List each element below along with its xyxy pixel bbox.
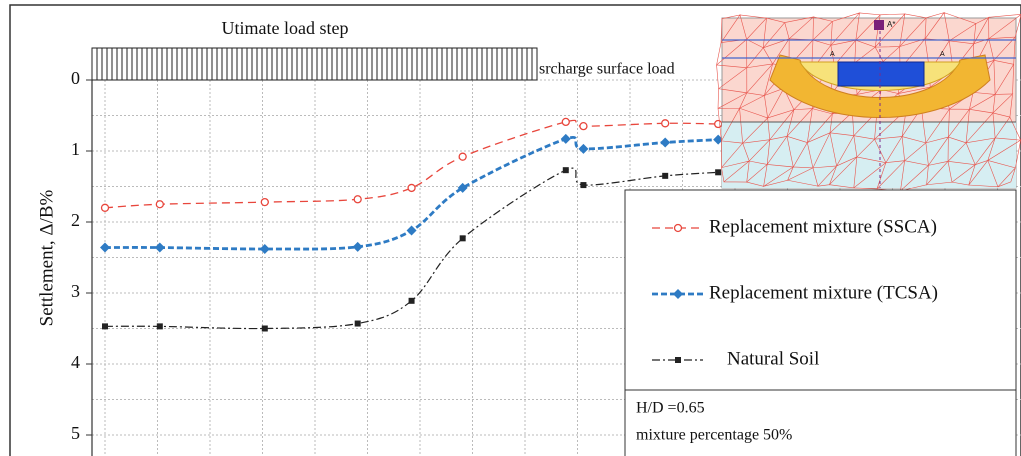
inset-label: A (830, 51, 835, 58)
series-line (105, 136, 719, 251)
inset-label: A (940, 51, 945, 58)
inset-diagram: A* A A (716, 12, 1021, 192)
marker (260, 197, 269, 207)
marker (458, 152, 467, 161)
marker (579, 122, 588, 131)
marker (562, 167, 569, 174)
marker (662, 172, 669, 179)
legend-label: Replacement mixture (SSCA) (709, 216, 937, 237)
y-tick-label: 0 (71, 68, 80, 88)
marker (457, 182, 468, 193)
marker (459, 235, 466, 242)
marker (673, 223, 683, 233)
y-tick-label: 5 (71, 423, 80, 443)
legend-box (624, 189, 1017, 391)
marker (713, 134, 724, 145)
marker (408, 297, 415, 304)
note: mixture percentage 50% (636, 427, 792, 444)
marker (580, 182, 587, 189)
inset-label: A* (887, 20, 895, 29)
marker (352, 241, 363, 252)
legend: Replacement mixture (SSCA) Replacement mi… (652, 216, 938, 369)
legend-label: Replacement mixture (TCSA) (709, 282, 938, 303)
y-tick-label: 3 (71, 281, 80, 301)
marker (407, 183, 416, 193)
note-box (624, 389, 1017, 456)
marker (154, 242, 165, 253)
y-tick-label: 4 (71, 352, 80, 372)
series-line (105, 167, 719, 330)
y-tick-label: 1 (71, 139, 80, 159)
marker (406, 225, 417, 236)
marker (102, 323, 109, 330)
marker (560, 133, 571, 144)
marker (259, 243, 270, 254)
marker (261, 325, 268, 332)
note: H/D =0.65 (636, 400, 705, 417)
marker (713, 119, 723, 129)
marker (715, 169, 722, 176)
marker (156, 323, 163, 330)
marker (660, 137, 671, 148)
marker (675, 357, 681, 363)
legend-label: Natural Soil (727, 348, 819, 369)
y-axis-label: Settlement, Δ/B% (36, 189, 57, 326)
series-layer (100, 117, 724, 332)
marker (578, 143, 589, 154)
annotation: srcharge surface load (539, 61, 675, 78)
frame (9, 4, 1021, 456)
load-bar (91, 47, 538, 81)
y-tick-label: 2 (71, 210, 80, 230)
marker (673, 289, 683, 299)
marker (354, 320, 361, 327)
marker (100, 203, 110, 212)
marker (100, 242, 111, 253)
marker (661, 119, 670, 128)
marker (561, 117, 570, 127)
series-line (104, 119, 719, 209)
marker (353, 195, 362, 204)
annotation: Utimate load step (222, 18, 349, 38)
marker (155, 200, 164, 209)
